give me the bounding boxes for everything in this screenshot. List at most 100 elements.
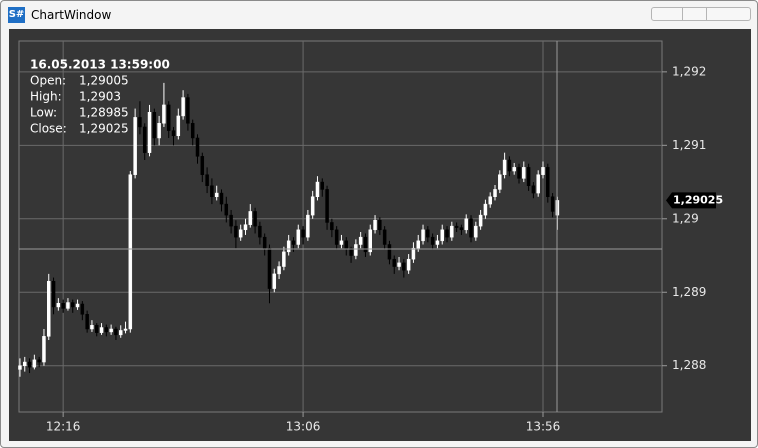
candle-body — [310, 196, 315, 216]
candle-body — [330, 222, 334, 231]
candle-body — [166, 104, 171, 131]
candle-body — [474, 225, 478, 238]
candle-body — [229, 214, 233, 227]
candle-body — [219, 192, 224, 205]
plot-frame — [18, 40, 663, 413]
candle-body — [459, 227, 464, 231]
tooltip-key: Low: — [30, 106, 57, 120]
candle-body — [138, 117, 142, 128]
candle-body — [493, 189, 497, 197]
candle-body — [157, 123, 161, 139]
candle-body — [18, 365, 22, 370]
candle-body — [445, 229, 449, 238]
maximize-button[interactable] — [682, 7, 708, 21]
candle-body — [315, 181, 320, 197]
candle-body — [454, 225, 459, 228]
candle-body — [282, 251, 286, 267]
tooltip-value: 1,28985 — [79, 106, 129, 120]
candle-body — [61, 303, 65, 309]
candle-body — [32, 359, 37, 368]
candle-body — [262, 236, 267, 249]
candle-body — [426, 229, 430, 238]
candle-body — [382, 229, 387, 245]
candle-body — [373, 220, 377, 231]
candle-body — [234, 225, 238, 238]
candle-body — [195, 137, 200, 157]
tooltip-key: Open: — [30, 74, 66, 88]
candle-body — [483, 203, 488, 216]
candle-body — [344, 240, 349, 249]
candle-body — [267, 247, 272, 289]
candle-body — [411, 247, 416, 260]
candle-body — [349, 247, 353, 256]
labels: 1,288 1,289 1,29 1,291 1,292 12:16 13:06 13:56 1… — [30, 58, 723, 434]
candle-body — [214, 192, 219, 197]
y-tick-label: 1,29 — [672, 211, 699, 225]
candle-body — [272, 273, 277, 289]
candle-body — [440, 229, 444, 242]
candle-body — [248, 211, 253, 225]
candle-body — [152, 112, 157, 139]
candle-body — [536, 174, 540, 194]
candle-body — [75, 303, 80, 308]
candle-body — [526, 167, 531, 186]
candle-body — [550, 196, 555, 212]
candle-body — [47, 280, 51, 337]
y-tick-label: 1,291 — [672, 138, 706, 152]
candle-body — [114, 328, 118, 336]
candle-body — [104, 327, 109, 333]
candle-body — [128, 174, 133, 330]
app-icon: S# — [8, 7, 25, 23]
candle-body — [325, 189, 329, 223]
candle-body — [162, 104, 166, 124]
candle-body — [435, 240, 440, 245]
candle-body — [238, 229, 243, 238]
candle-body — [387, 244, 392, 260]
candle-body — [522, 167, 526, 179]
tooltip-time: 16.05.2013 13:59:00 — [30, 58, 170, 72]
x-tick-label: 13:56 — [526, 420, 561, 434]
candle-body — [502, 159, 507, 175]
candle-body — [42, 336, 46, 363]
candle-body — [498, 174, 502, 190]
candle-body — [368, 229, 373, 253]
candle-body — [507, 159, 512, 172]
candle-body — [286, 240, 291, 253]
candle-body — [123, 328, 128, 331]
candle-body — [70, 302, 75, 308]
last-price-marker — [666, 192, 716, 209]
candle-body — [421, 229, 425, 242]
y-tick-label: 1,288 — [672, 358, 706, 372]
candle-body — [291, 240, 296, 245]
last-price-label: 1,29025 — [673, 193, 723, 206]
candle-body — [171, 130, 176, 137]
candle-body — [296, 229, 301, 245]
close-button[interactable] — [706, 7, 751, 21]
candle-body — [301, 229, 305, 238]
candle-body — [464, 218, 468, 231]
candle-body — [339, 240, 344, 245]
candle-body — [469, 218, 473, 238]
candle-body — [531, 185, 536, 194]
candle-body — [512, 167, 516, 172]
candle-body — [406, 258, 411, 271]
candle-body — [243, 224, 248, 231]
candle-body — [402, 262, 406, 271]
grid — [19, 41, 667, 417]
candle-body — [363, 236, 368, 253]
candle-body — [147, 112, 152, 153]
x-tick-label: 12:16 — [46, 420, 81, 434]
minimize-button[interactable] — [651, 7, 684, 21]
candle-body — [306, 214, 310, 238]
candle-body — [66, 302, 70, 309]
candle-body — [478, 214, 483, 227]
candle-body — [277, 266, 281, 275]
candle-body — [358, 236, 363, 245]
candle-body — [210, 185, 214, 197]
candle-body — [99, 327, 104, 333]
candle-body — [109, 328, 113, 333]
candle-body — [176, 115, 181, 137]
candle-body — [354, 244, 358, 256]
candle-body — [253, 211, 257, 227]
